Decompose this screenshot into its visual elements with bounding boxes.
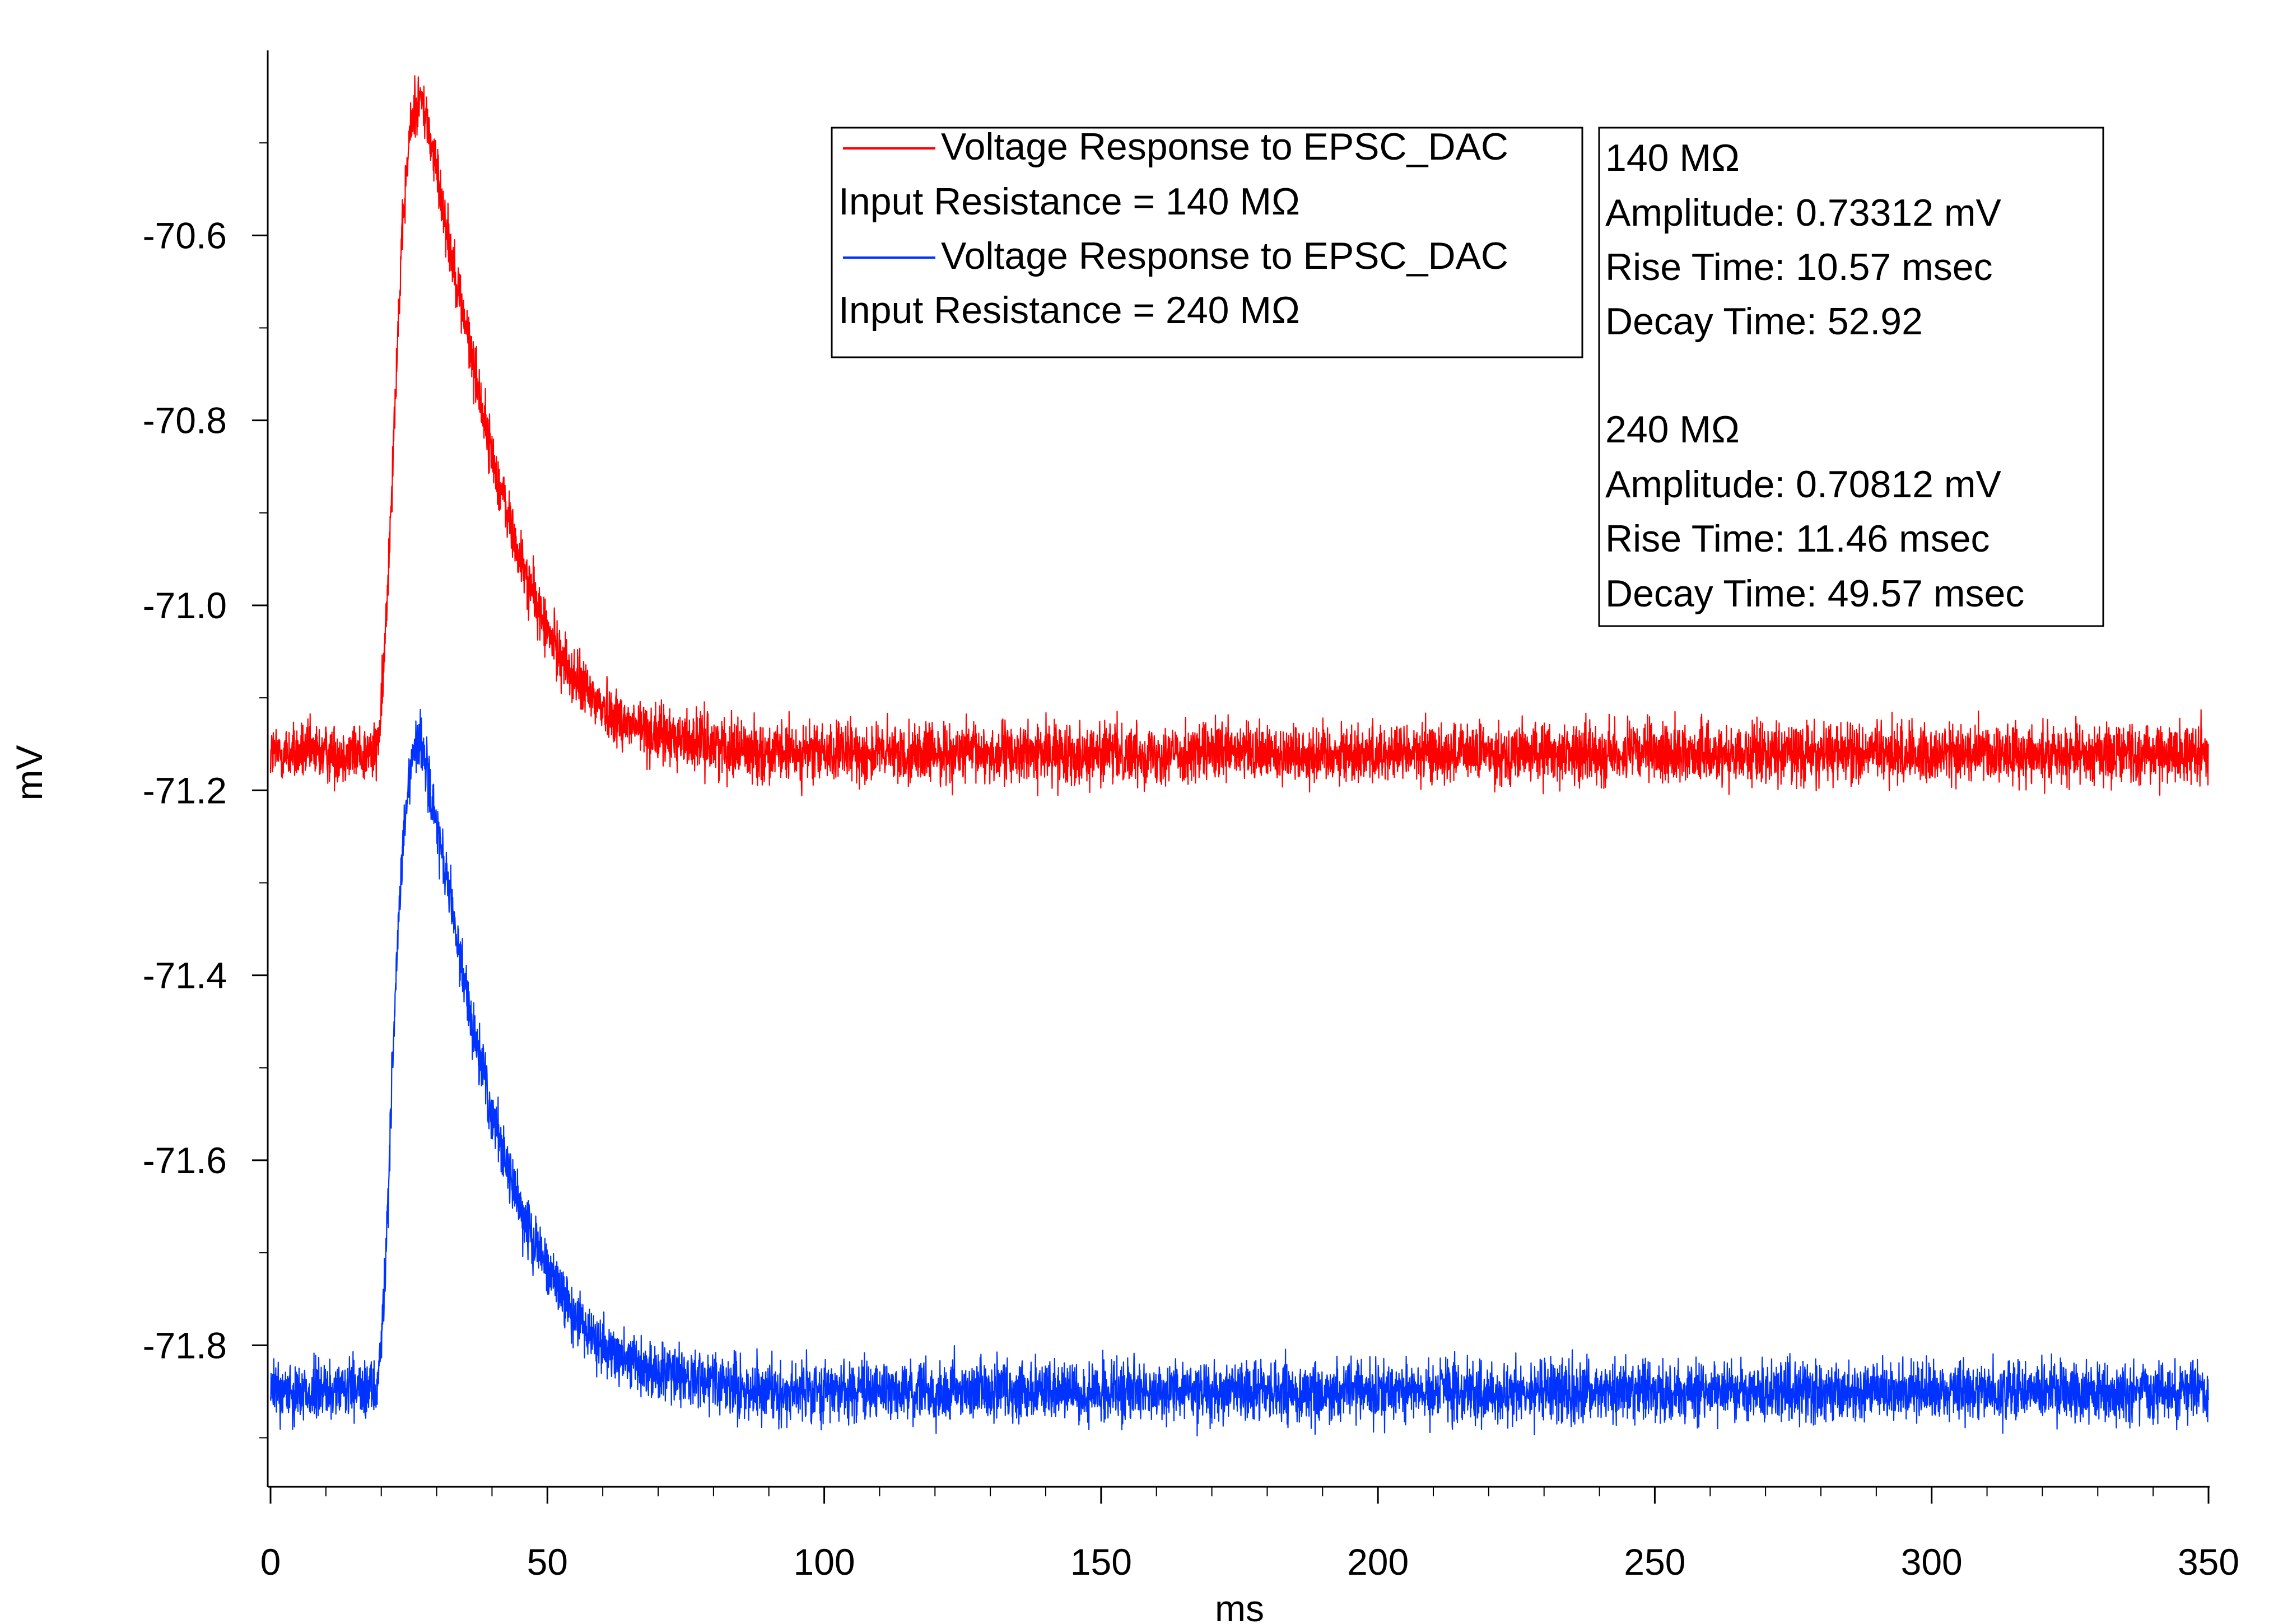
y-tick-label: -71.2 bbox=[143, 769, 227, 811]
stats-amplitude-140: Amplitude: 0.73312 mV bbox=[1605, 192, 2002, 234]
x-tick-label: 50 bbox=[527, 1541, 568, 1583]
stats-decay-time-240: Decay Time: 49.57 msec bbox=[1605, 572, 2024, 615]
y-axis-title: mV bbox=[8, 745, 50, 801]
stats-box bbox=[1598, 127, 2104, 627]
legend-sublabel-series-1: Input Resistance = 140 MΩ bbox=[838, 180, 1300, 223]
x-ticks: 0 50 100 150 200 250 300 350 bbox=[260, 1487, 2239, 1583]
legend-label-series-2: Voltage Response to EPSC_DAC bbox=[941, 235, 1508, 277]
y-tick-label: -71.6 bbox=[143, 1140, 227, 1181]
stats-decay-time-140: Decay Time: 52.92 bbox=[1605, 300, 1923, 343]
y-tick-label: -71.0 bbox=[143, 585, 227, 626]
axes bbox=[267, 50, 2210, 1488]
x-tick-label: 200 bbox=[1347, 1541, 1409, 1583]
x-tick-label: 100 bbox=[794, 1541, 855, 1583]
y-ticks: -70.6 -70.8 -71.0 -71.2 -71.4 -71.6 -71.8 bbox=[143, 142, 268, 1439]
legend-box bbox=[831, 127, 1583, 358]
legend-sublabel-series-2: Input Resistance = 240 MΩ bbox=[838, 289, 1300, 332]
series-line-2 bbox=[269, 708, 2210, 1437]
stats-amplitude-240: Amplitude: 0.70812 mV bbox=[1605, 463, 2002, 506]
legend-label-series-1: Voltage Response to EPSC_DAC bbox=[941, 125, 1508, 168]
x-tick-label: 350 bbox=[2178, 1541, 2239, 1583]
y-tick-label: -70.8 bbox=[143, 400, 227, 441]
legend: Voltage Response to EPSC_DAC Input Resis… bbox=[831, 125, 1583, 358]
y-tick-label: -71.4 bbox=[143, 955, 227, 996]
stats-heading-240: 240 MΩ bbox=[1605, 408, 1740, 451]
x-tick-label: 250 bbox=[1624, 1541, 1685, 1583]
traces bbox=[269, 75, 2210, 1437]
x-tick-label: 150 bbox=[1070, 1541, 1132, 1583]
stats-rise-time-140: Rise Time: 10.57 msec bbox=[1605, 246, 1993, 288]
x-axis-title: ms bbox=[1215, 1588, 1264, 1624]
stats-heading-140: 140 MΩ bbox=[1605, 137, 1740, 179]
x-tick-label: 300 bbox=[1901, 1541, 1963, 1583]
stats-annotation: 140 MΩ Amplitude: 0.73312 mV Rise Time: … bbox=[1598, 127, 2104, 627]
series-line-1 bbox=[269, 75, 2209, 797]
y-tick-label: -71.8 bbox=[143, 1324, 227, 1366]
stats-rise-time-240: Rise Time: 11.46 msec bbox=[1605, 517, 1990, 560]
x-tick-label: 0 bbox=[260, 1541, 281, 1583]
y-tick-label: -70.6 bbox=[143, 214, 227, 256]
